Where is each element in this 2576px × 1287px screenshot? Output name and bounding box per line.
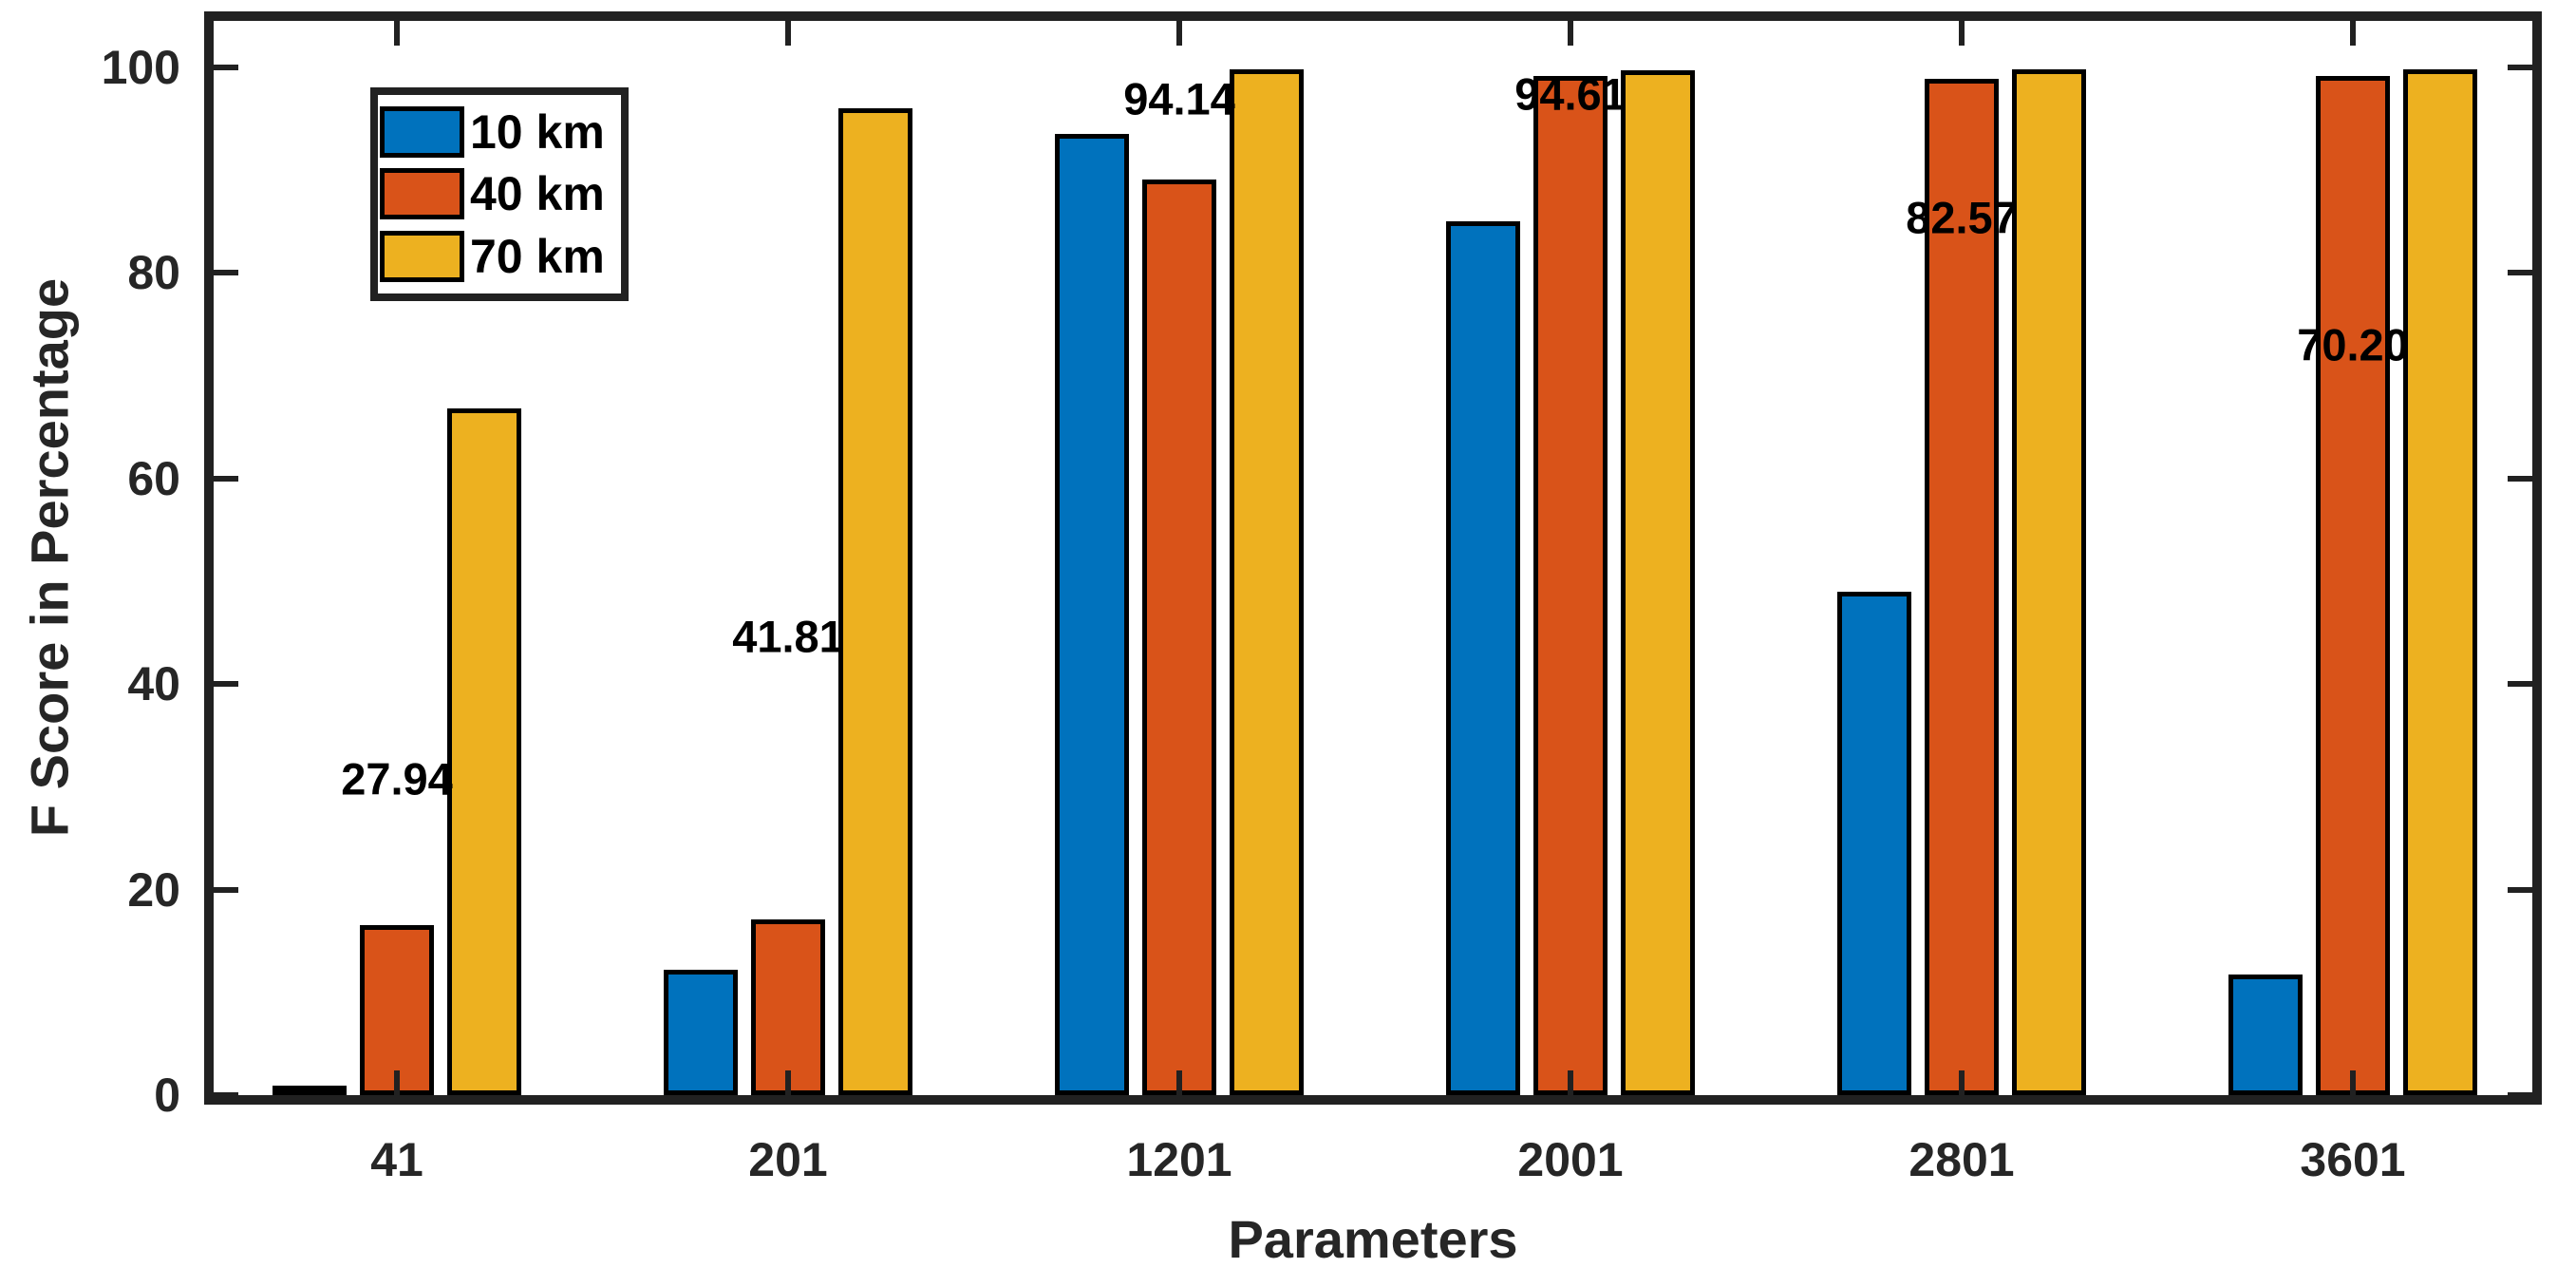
x-tick-bottom-3601 [2350,1070,2356,1095]
x-tick-label-41: 41 [370,1133,423,1186]
legend-swatch-10km [380,105,464,158]
x-tick-top-1201 [1176,21,1182,46]
bar-10km-41 [273,1086,347,1095]
y-tick-label-0: 0 [154,1069,180,1122]
bar-70km-2001 [1621,69,1695,1095]
y-tick-right-40 [2508,681,2532,688]
bar-10km-2801 [1837,591,1911,1095]
bar-70km-41 [447,408,521,1095]
x-tick-top-201 [785,21,791,46]
legend-label: 10 km [470,104,605,159]
bar-40km-2801 [1925,78,1999,1095]
y-tick-right-100 [2508,64,2532,70]
mean-label-3601: 70.20 [2297,319,2409,370]
y-tick-left-0 [214,1092,238,1098]
legend-row-10km: 10 km [380,105,621,159]
legend-label: 70 km [470,230,605,284]
x-tick-top-2801 [1959,21,1965,46]
x-tick-bottom-2001 [1568,1070,1573,1095]
y-tick-right-60 [2508,475,2532,482]
x-tick-label-201: 201 [748,1133,828,1186]
bar-70km-3601 [2403,68,2477,1095]
x-tick-label-1201: 1201 [1126,1133,1232,1186]
y-tick-label-80: 80 [127,246,180,300]
legend-swatch-40km [380,168,464,220]
axis-ticks-layer [214,21,2532,1098]
y-tick-left-80 [214,270,238,276]
y-tick-left-40 [214,681,238,688]
x-tick-bottom-41 [394,1070,400,1095]
x-tick-top-2001 [1568,21,1573,46]
x-tick-top-3601 [2350,21,2356,46]
y-tick-label-60: 60 [127,451,180,505]
x-tick-label-3601: 3601 [2300,1133,2406,1186]
y-axis-title: F Score in Percentage [19,277,80,838]
x-tick-label-2801: 2801 [1908,1133,2015,1186]
bar-10km-2001 [1446,221,1520,1095]
mean-labels-layer: 27.94 41.81 94.14 94.61 82.57 70.20 [214,21,2532,1095]
y-tick-label-20: 20 [127,862,180,917]
y-tick-left-20 [214,886,238,893]
bar-40km-3601 [2316,76,2390,1095]
legend: 10 km 40 km 70 km [370,87,629,301]
bar-40km-1201 [1142,179,1216,1095]
bar-10km-3601 [2228,975,2303,1095]
y-tick-left-60 [214,475,238,482]
y-tick-right-20 [2508,886,2532,893]
mean-label-2801: 82.57 [1906,192,2018,243]
x-tick-bottom-201 [785,1070,791,1095]
x-axis-title: Parameters [1228,1209,1518,1269]
bars-layer [214,21,2532,1095]
y-tick-right-80 [2508,270,2532,276]
x-tick-bottom-2801 [1959,1070,1965,1095]
plot-area: 27.94 41.81 94.14 94.61 82.57 70.20 [204,11,2542,1105]
bar-70km-2801 [2012,68,2086,1095]
x-tick-bottom-1201 [1176,1070,1182,1095]
legend-row-70km: 70 km [380,230,621,283]
y-tick-label-40: 40 [127,657,180,711]
legend-swatch-70km [380,231,464,283]
bar-40km-201 [751,918,825,1095]
bar-40km-2001 [1533,76,1608,1095]
bar-10km-201 [664,969,738,1095]
mean-label-1201: 94.14 [1123,73,1235,124]
x-tick-label-2001: 2001 [1517,1133,1624,1186]
mean-label-2001: 94.61 [1514,68,1626,120]
y-tick-right-0 [2508,1092,2532,1098]
bar-10km-1201 [1055,134,1129,1095]
mean-label-41: 27.94 [341,753,453,804]
y-tick-label-100: 100 [101,40,180,94]
mean-label-201: 41.81 [732,611,844,662]
bar-70km-201 [838,108,912,1095]
bar-70km-1201 [1230,68,1304,1095]
y-tick-left-100 [214,64,238,70]
legend-label: 40 km [470,167,605,221]
x-tick-top-41 [394,21,400,46]
legend-row-40km: 40 km [380,167,621,220]
